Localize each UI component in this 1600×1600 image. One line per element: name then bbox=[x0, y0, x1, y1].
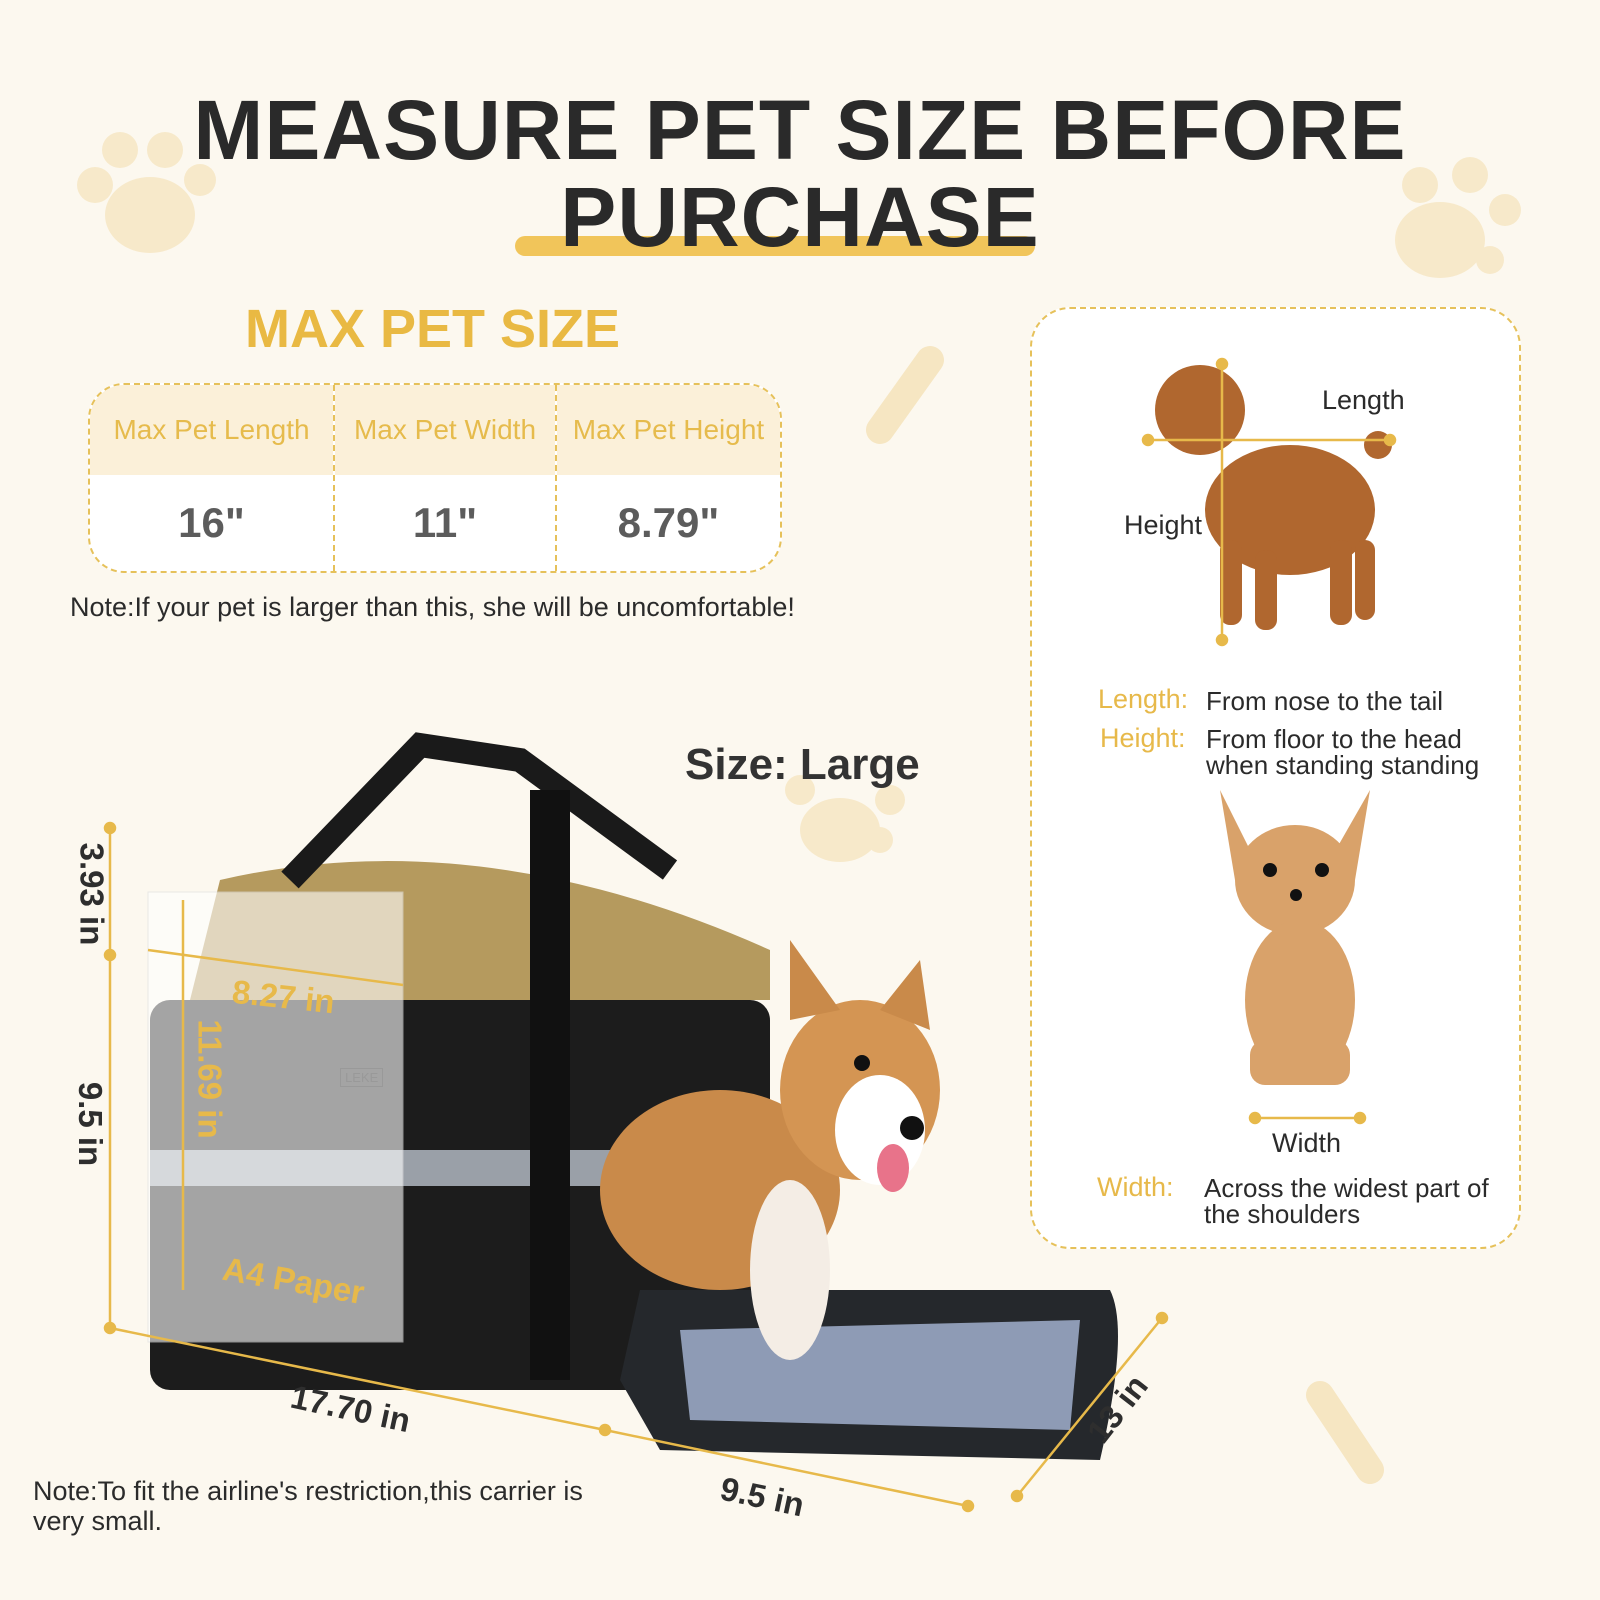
width-definition: Across the widest part of the shoulders bbox=[1204, 1173, 1489, 1229]
width-term: Width: bbox=[1097, 1172, 1174, 1202]
column-height: Max Pet Height 8.79" bbox=[557, 385, 780, 571]
value-length: 16" bbox=[178, 499, 245, 546]
header-width: Max Pet Width bbox=[335, 385, 555, 475]
brand-label: LEKE bbox=[340, 1068, 384, 1087]
title-underline bbox=[515, 236, 1035, 256]
max-size-title: MAX PET SIZE bbox=[245, 299, 621, 359]
carrier-handle bbox=[281, 732, 678, 889]
bone-icon bbox=[1306, 1381, 1384, 1484]
page-title-line2: PURCHASE bbox=[560, 170, 1040, 264]
carrier-note: Note:To fit the airline's restriction,th… bbox=[33, 1476, 583, 1536]
page-title-line1: MEASURE PET SIZE BEFORE bbox=[193, 83, 1407, 177]
paw-icon bbox=[1395, 157, 1521, 278]
max-size-table: Max Pet Length 16" Max Pet Width 11" Max P… bbox=[88, 383, 782, 573]
height-label: Height bbox=[1124, 510, 1203, 540]
chihuahua-measure-line bbox=[1248, 1111, 1367, 1125]
length-label: Length bbox=[1322, 385, 1405, 415]
header-height: Max Pet Height bbox=[557, 385, 780, 475]
column-width: Max Pet Width 11" bbox=[335, 385, 557, 571]
chihuahua-image bbox=[1220, 790, 1370, 1085]
dimension-lines bbox=[103, 821, 1169, 1513]
column-length: Max Pet Length 16" bbox=[90, 385, 335, 571]
paw-icon bbox=[77, 132, 216, 253]
value-width: 11" bbox=[412, 499, 478, 546]
header-length: Max Pet Length bbox=[90, 385, 333, 475]
size-note: Note:If your pet is larger than this, sh… bbox=[70, 592, 795, 622]
poodle-measure-lines bbox=[1141, 357, 1397, 647]
value-height: 8.79" bbox=[617, 499, 720, 546]
size-label: Size: Large bbox=[685, 740, 920, 789]
bone-icon bbox=[866, 346, 944, 444]
corgi-image bbox=[600, 940, 940, 1360]
paw-icon bbox=[785, 775, 905, 862]
length-definition: From nose to the tail bbox=[1206, 686, 1443, 716]
length-term: Length: bbox=[1098, 684, 1189, 714]
height-term: Height: bbox=[1100, 723, 1186, 753]
poodle-image bbox=[1155, 365, 1392, 630]
height-definition: From floor to the head when standing sta… bbox=[1206, 724, 1480, 780]
width-label: Width bbox=[1272, 1128, 1342, 1158]
